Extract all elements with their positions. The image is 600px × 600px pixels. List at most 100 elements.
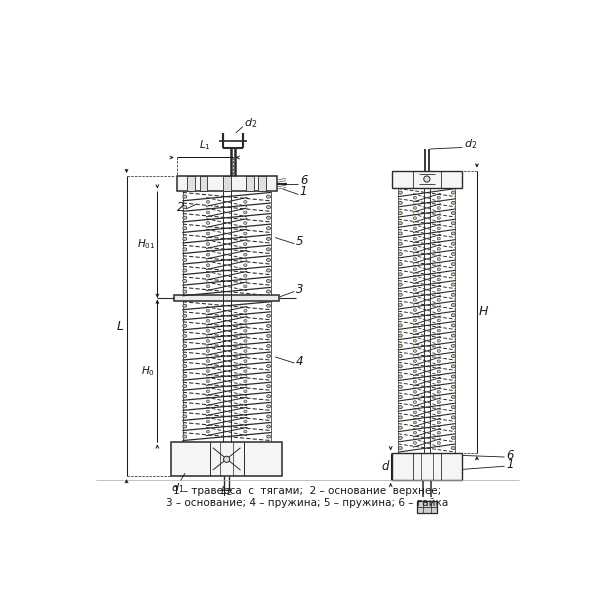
- Text: $d_1$: $d_1$: [171, 482, 184, 496]
- Ellipse shape: [266, 259, 271, 262]
- Ellipse shape: [206, 243, 209, 245]
- Ellipse shape: [266, 385, 271, 388]
- Ellipse shape: [183, 195, 187, 198]
- Bar: [417, 501, 437, 513]
- Text: $L_1$: $L_1$: [199, 138, 211, 152]
- Ellipse shape: [206, 340, 209, 342]
- Ellipse shape: [206, 420, 209, 423]
- Ellipse shape: [266, 206, 271, 209]
- Ellipse shape: [437, 391, 440, 393]
- Ellipse shape: [437, 380, 440, 383]
- Ellipse shape: [398, 436, 402, 439]
- Ellipse shape: [206, 360, 209, 362]
- Ellipse shape: [398, 416, 402, 419]
- Ellipse shape: [413, 319, 416, 322]
- Ellipse shape: [451, 375, 455, 378]
- Ellipse shape: [413, 309, 416, 311]
- Ellipse shape: [451, 365, 455, 368]
- Ellipse shape: [183, 435, 187, 438]
- Ellipse shape: [266, 374, 271, 377]
- Ellipse shape: [437, 247, 440, 250]
- Ellipse shape: [451, 324, 455, 327]
- Ellipse shape: [451, 222, 455, 225]
- Ellipse shape: [451, 283, 455, 286]
- Ellipse shape: [437, 340, 440, 342]
- Ellipse shape: [413, 431, 416, 434]
- Text: $d_2$: $d_2$: [464, 137, 477, 151]
- Ellipse shape: [244, 380, 247, 383]
- Ellipse shape: [398, 344, 402, 347]
- Ellipse shape: [437, 257, 440, 260]
- Ellipse shape: [206, 380, 209, 383]
- Ellipse shape: [398, 365, 402, 368]
- Ellipse shape: [266, 425, 271, 428]
- Ellipse shape: [244, 200, 247, 203]
- Ellipse shape: [244, 329, 247, 332]
- Ellipse shape: [451, 191, 455, 194]
- Ellipse shape: [437, 421, 440, 424]
- Bar: [200, 176, 208, 191]
- Ellipse shape: [413, 421, 416, 424]
- Ellipse shape: [244, 253, 247, 256]
- Ellipse shape: [437, 289, 440, 291]
- Ellipse shape: [437, 431, 440, 434]
- Ellipse shape: [413, 350, 416, 352]
- Ellipse shape: [398, 355, 402, 358]
- Ellipse shape: [244, 211, 247, 214]
- Ellipse shape: [206, 430, 209, 433]
- Ellipse shape: [398, 334, 402, 337]
- Bar: [187, 176, 195, 191]
- Ellipse shape: [244, 310, 247, 312]
- Ellipse shape: [413, 370, 416, 373]
- Ellipse shape: [206, 221, 209, 224]
- Ellipse shape: [398, 191, 402, 194]
- Ellipse shape: [244, 274, 247, 277]
- Ellipse shape: [183, 385, 187, 388]
- Ellipse shape: [451, 273, 455, 276]
- Ellipse shape: [206, 390, 209, 392]
- Ellipse shape: [266, 405, 271, 408]
- Ellipse shape: [183, 248, 187, 251]
- Ellipse shape: [398, 253, 402, 256]
- Ellipse shape: [183, 405, 187, 408]
- Ellipse shape: [437, 217, 440, 220]
- Ellipse shape: [413, 340, 416, 342]
- Ellipse shape: [206, 310, 209, 312]
- Ellipse shape: [206, 232, 209, 235]
- Ellipse shape: [183, 259, 187, 262]
- Ellipse shape: [413, 217, 416, 220]
- Ellipse shape: [183, 304, 187, 307]
- Ellipse shape: [266, 195, 271, 198]
- Ellipse shape: [437, 299, 440, 301]
- Text: 1: 1: [506, 458, 514, 471]
- Ellipse shape: [266, 237, 271, 241]
- Text: 6: 6: [506, 449, 514, 461]
- Ellipse shape: [244, 410, 247, 413]
- Ellipse shape: [183, 395, 187, 398]
- Ellipse shape: [437, 350, 440, 352]
- Ellipse shape: [413, 380, 416, 383]
- Ellipse shape: [266, 344, 271, 347]
- Ellipse shape: [183, 374, 187, 377]
- Ellipse shape: [244, 264, 247, 266]
- Ellipse shape: [451, 304, 455, 307]
- Ellipse shape: [451, 293, 455, 296]
- Ellipse shape: [244, 430, 247, 433]
- Ellipse shape: [266, 304, 271, 307]
- Text: 6: 6: [300, 175, 307, 187]
- Bar: [171, 442, 282, 476]
- Ellipse shape: [413, 360, 416, 362]
- Ellipse shape: [183, 415, 187, 418]
- Ellipse shape: [413, 299, 416, 301]
- Ellipse shape: [413, 391, 416, 393]
- Ellipse shape: [183, 227, 187, 230]
- Ellipse shape: [266, 227, 271, 230]
- Ellipse shape: [266, 269, 271, 272]
- Ellipse shape: [437, 278, 440, 281]
- Ellipse shape: [451, 253, 455, 256]
- Ellipse shape: [244, 319, 247, 322]
- Ellipse shape: [451, 314, 455, 317]
- Ellipse shape: [437, 206, 440, 209]
- Ellipse shape: [183, 334, 187, 337]
- Ellipse shape: [451, 242, 455, 245]
